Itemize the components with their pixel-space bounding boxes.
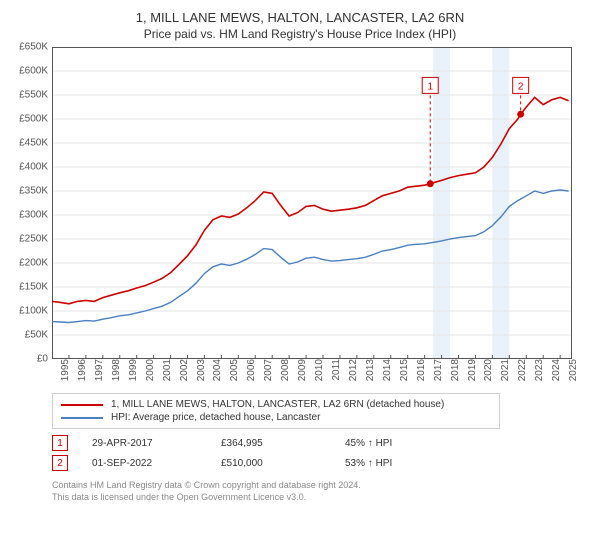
- sale-key-box: 1: [52, 435, 68, 451]
- y-tick-label: £600K: [19, 66, 52, 77]
- legend-row: 1, MILL LANE MEWS, HALTON, LANCASTER, LA…: [61, 398, 491, 411]
- sale-row: 1 29-APR-2017 £364,995 45% ↑ HPI: [52, 433, 586, 453]
- y-tick-label: £150K: [19, 282, 52, 293]
- x-tick-label: 2004: [208, 359, 223, 381]
- svg-text:2: 2: [518, 81, 524, 92]
- y-tick-label: £100K: [19, 306, 52, 317]
- x-tick-label: 2019: [463, 359, 478, 381]
- y-tick-label: £450K: [19, 138, 52, 149]
- y-tick-label: £400K: [19, 162, 52, 173]
- chart-title-1: 1, MILL LANE MEWS, HALTON, LANCASTER, LA…: [14, 10, 586, 25]
- y-tick-label: £550K: [19, 90, 52, 101]
- x-tick-label: 2011: [327, 359, 342, 381]
- x-tick-label: 2025: [564, 359, 579, 381]
- x-tick-label: 2018: [446, 359, 461, 381]
- legend-box: 1, MILL LANE MEWS, HALTON, LANCASTER, LA…: [52, 393, 500, 429]
- legend-label: HPI: Average price, detached house, Lanc…: [111, 412, 320, 423]
- y-tick-label: £0: [37, 354, 52, 365]
- x-tick-label: 2016: [412, 359, 427, 381]
- x-tick-label: 2020: [479, 359, 494, 381]
- x-tick-label: 2006: [242, 359, 257, 381]
- x-tick-label: 2007: [259, 359, 274, 381]
- x-tick-label: 2024: [547, 359, 562, 381]
- legend-swatch: [61, 417, 103, 419]
- x-tick-label: 1996: [73, 359, 88, 381]
- x-tick-label: 2001: [158, 359, 173, 381]
- x-tick-label: 1997: [90, 359, 105, 381]
- y-tick-label: £50K: [25, 330, 52, 341]
- y-tick-label: £250K: [19, 234, 52, 245]
- x-tick-label: 2013: [361, 359, 376, 381]
- chart-title-2: Price paid vs. HM Land Registry's House …: [14, 27, 586, 41]
- y-tick-label: £650K: [19, 42, 52, 53]
- footer-line-1: Contains HM Land Registry data © Crown c…: [52, 479, 586, 491]
- x-tick-label: 1995: [56, 359, 71, 381]
- x-tick-label: 1999: [124, 359, 139, 381]
- y-tick-label: £300K: [19, 210, 52, 221]
- y-tick-label: £200K: [19, 258, 52, 269]
- x-tick-label: 2005: [225, 359, 240, 381]
- x-tick-label: 2023: [530, 359, 545, 381]
- footer-line-2: This data is licensed under the Open Gov…: [52, 491, 586, 503]
- sale-diff: 53% ↑ HPI: [345, 458, 392, 469]
- sales-table: 1 29-APR-2017 £364,995 45% ↑ HPI 2 01-SEP-202…: [52, 433, 586, 473]
- y-tick-label: £350K: [19, 186, 52, 197]
- sale-date: 01-SEP-2022: [92, 458, 197, 469]
- sale-price: £364,995: [221, 438, 321, 449]
- sale-row: 2 01-SEP-2022 £510,000 53% ↑ HPI: [52, 453, 586, 473]
- x-tick-label: 2014: [378, 359, 393, 381]
- sale-price: £510,000: [221, 458, 321, 469]
- x-tick-label: 2000: [141, 359, 156, 381]
- x-tick-label: 2008: [276, 359, 291, 381]
- sale-key-box: 2: [52, 455, 68, 471]
- svg-text:1: 1: [427, 81, 433, 92]
- x-tick-label: 2009: [293, 359, 308, 381]
- x-tick-label: 2022: [513, 359, 528, 381]
- legend-label: 1, MILL LANE MEWS, HALTON, LANCASTER, LA…: [111, 399, 444, 410]
- legend-swatch: [61, 404, 103, 406]
- sale-date: 29-APR-2017: [92, 438, 197, 449]
- x-tick-label: 2010: [310, 359, 325, 381]
- x-tick-label: 2017: [429, 359, 444, 381]
- y-tick-label: £500K: [19, 114, 52, 125]
- chart-plot: 12£0£50K£100K£150K£200K£250K£300K£350K£4…: [52, 47, 572, 359]
- x-tick-label: 2021: [496, 359, 511, 381]
- footer: Contains HM Land Registry data © Crown c…: [52, 479, 586, 503]
- x-tick-label: 1998: [107, 359, 122, 381]
- x-tick-label: 2002: [175, 359, 190, 381]
- x-tick-label: 2015: [395, 359, 410, 381]
- sale-diff: 45% ↑ HPI: [345, 438, 392, 449]
- legend-row: HPI: Average price, detached house, Lanc…: [61, 411, 491, 424]
- x-tick-label: 2012: [344, 359, 359, 381]
- x-tick-label: 2003: [192, 359, 207, 381]
